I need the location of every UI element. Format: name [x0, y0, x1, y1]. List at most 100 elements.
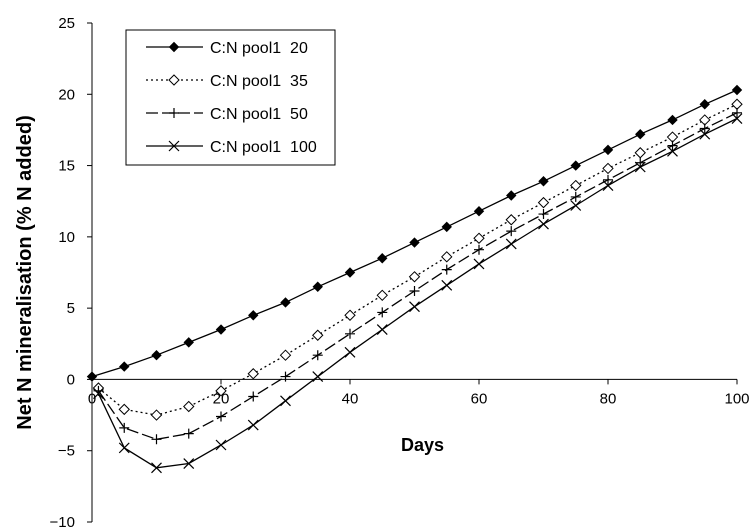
- data-point: [667, 114, 678, 126]
- data-point: [183, 337, 194, 348]
- data-point: [473, 232, 485, 244]
- data-point: [473, 205, 485, 217]
- data-point: [634, 161, 646, 173]
- y-axis-ticks: −10 −5 0 5 10 15 20 25: [50, 15, 92, 529]
- legend-marker: [169, 108, 179, 118]
- data-point: [538, 209, 549, 220]
- x-axis-ticks: 0 20 40 60 80 100: [88, 379, 750, 407]
- legend: C:N pool1 20 C:N pool1 35 C:N pool1 50 C:N …: [125, 29, 336, 166]
- data-point: [86, 371, 98, 382]
- data-point: [409, 301, 420, 313]
- data-point: [731, 98, 743, 110]
- x-tick-label: 0: [88, 390, 96, 407]
- data-point: [473, 258, 485, 270]
- x-tick-label: 20: [213, 390, 230, 407]
- x-tick-label: 60: [471, 390, 488, 407]
- data-point: [247, 419, 259, 431]
- data-point: [247, 368, 259, 380]
- data-point: [537, 196, 550, 209]
- x-axis-title: Days: [401, 435, 444, 455]
- data-point: [505, 238, 517, 250]
- data-point: [280, 395, 291, 407]
- series-3: [93, 107, 742, 445]
- data-point: [312, 371, 324, 383]
- data-point: [441, 264, 452, 275]
- data-point: [119, 422, 130, 433]
- data-point: [474, 244, 484, 255]
- data-point: [151, 462, 162, 474]
- x-tick-label: 80: [600, 390, 617, 407]
- data-point: [699, 128, 711, 140]
- data-point: [279, 349, 292, 361]
- data-point: [312, 329, 324, 341]
- y-axis-title: Net N mineralisation (% N added): [14, 115, 36, 430]
- data-point: [150, 409, 163, 421]
- y-tick-label: 0: [67, 371, 75, 388]
- series-4: [93, 113, 743, 474]
- data-point: [667, 140, 678, 151]
- data-point: [603, 174, 613, 185]
- y-tick-label: 20: [58, 86, 75, 103]
- data-point: [699, 123, 710, 134]
- data-point: [635, 128, 646, 140]
- data-point: [376, 324, 388, 335]
- data-point: [409, 286, 420, 297]
- data-point: [666, 131, 679, 143]
- axes: [91, 23, 737, 522]
- y-tick-label: −10: [50, 514, 75, 529]
- plot-area: [86, 84, 743, 474]
- y-tick-label: −5: [58, 443, 75, 460]
- legend-marker: [168, 41, 180, 53]
- data-point: [570, 200, 582, 211]
- data-point: [409, 237, 420, 248]
- data-point: [183, 458, 195, 469]
- data-point: [731, 113, 743, 124]
- legend-marker: [168, 74, 180, 86]
- data-point: [634, 147, 646, 159]
- data-point: [183, 400, 195, 413]
- data-point: [119, 361, 130, 372]
- data-point: [699, 114, 711, 126]
- data-point: [377, 253, 388, 264]
- legend-label: C:N pool1 35: [210, 73, 308, 90]
- data-point: [93, 388, 104, 400]
- data-point: [118, 403, 130, 416]
- data-point: [344, 309, 356, 321]
- y-tick-label: 5: [67, 300, 75, 317]
- data-point: [345, 328, 355, 339]
- data-point: [441, 221, 452, 233]
- data-point: [699, 99, 710, 110]
- data-point: [377, 307, 388, 318]
- series-2: [92, 98, 743, 421]
- data-point: [538, 218, 549, 230]
- data-point: [151, 349, 162, 361]
- data-point: [118, 442, 130, 454]
- data-point: [376, 289, 388, 302]
- data-point: [505, 214, 517, 226]
- data-point: [312, 350, 323, 361]
- legend-label: C:N pool1 20: [210, 40, 308, 57]
- data-point: [248, 391, 259, 402]
- data-point: [506, 226, 517, 237]
- y-tick-label: 10: [58, 229, 75, 246]
- data-point: [215, 385, 227, 397]
- data-point: [248, 310, 259, 321]
- data-point: [538, 176, 549, 187]
- data-point: [441, 251, 453, 263]
- series-1: [86, 84, 743, 382]
- data-point: [570, 191, 581, 202]
- data-point: [635, 157, 646, 168]
- data-point: [667, 145, 678, 157]
- x-tick-label: 100: [724, 390, 749, 407]
- y-tick-label: 25: [58, 15, 75, 32]
- data-point: [570, 160, 581, 171]
- data-point: [280, 371, 291, 382]
- data-point: [602, 162, 614, 175]
- data-point: [280, 297, 291, 308]
- data-point: [183, 428, 194, 439]
- data-point: [731, 84, 743, 96]
- legend-label: C:N pool1 50: [210, 106, 308, 123]
- data-point: [216, 411, 226, 422]
- data-point: [602, 180, 614, 191]
- legend-box: [125, 29, 336, 166]
